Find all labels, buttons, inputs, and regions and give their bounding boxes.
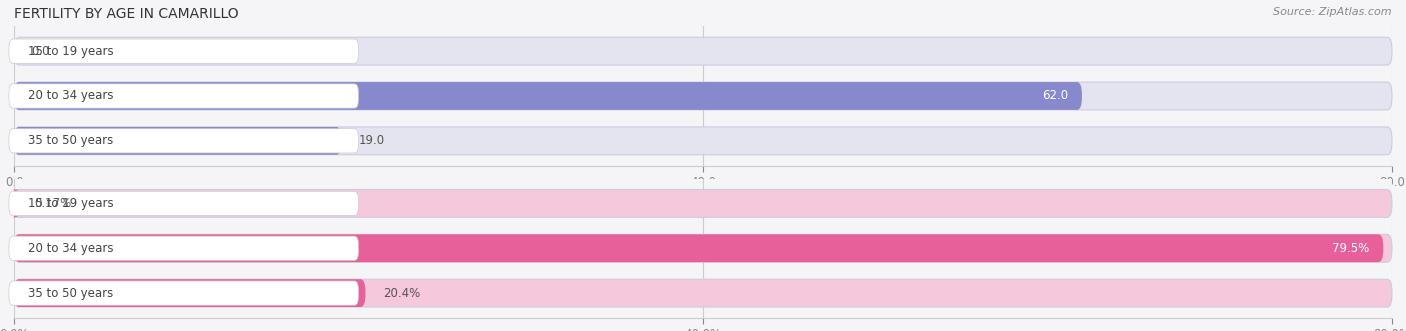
FancyBboxPatch shape bbox=[13, 190, 18, 217]
FancyBboxPatch shape bbox=[14, 37, 1392, 65]
FancyBboxPatch shape bbox=[8, 129, 359, 153]
FancyBboxPatch shape bbox=[14, 127, 1392, 155]
Text: 20 to 34 years: 20 to 34 years bbox=[28, 89, 114, 103]
FancyBboxPatch shape bbox=[14, 279, 1392, 307]
Text: Source: ZipAtlas.com: Source: ZipAtlas.com bbox=[1274, 7, 1392, 17]
Text: 35 to 50 years: 35 to 50 years bbox=[28, 287, 112, 300]
Text: 15 to 19 years: 15 to 19 years bbox=[28, 197, 114, 210]
Text: 0.17%: 0.17% bbox=[34, 197, 72, 210]
FancyBboxPatch shape bbox=[14, 82, 1392, 110]
FancyBboxPatch shape bbox=[14, 234, 1392, 262]
FancyBboxPatch shape bbox=[14, 82, 1083, 110]
Text: 15 to 19 years: 15 to 19 years bbox=[28, 45, 114, 58]
Text: 0.0: 0.0 bbox=[31, 45, 49, 58]
FancyBboxPatch shape bbox=[14, 127, 342, 155]
Text: 19.0: 19.0 bbox=[359, 134, 385, 147]
Text: 35 to 50 years: 35 to 50 years bbox=[28, 134, 112, 147]
FancyBboxPatch shape bbox=[8, 281, 359, 305]
Text: 62.0: 62.0 bbox=[1042, 89, 1069, 103]
Text: 79.5%: 79.5% bbox=[1333, 242, 1369, 255]
FancyBboxPatch shape bbox=[14, 279, 366, 307]
Text: 20 to 34 years: 20 to 34 years bbox=[28, 242, 114, 255]
Text: FERTILITY BY AGE IN CAMARILLO: FERTILITY BY AGE IN CAMARILLO bbox=[14, 7, 239, 21]
FancyBboxPatch shape bbox=[8, 84, 359, 108]
FancyBboxPatch shape bbox=[8, 39, 359, 63]
FancyBboxPatch shape bbox=[14, 234, 1384, 262]
Text: 20.4%: 20.4% bbox=[382, 287, 420, 300]
FancyBboxPatch shape bbox=[8, 191, 359, 215]
FancyBboxPatch shape bbox=[8, 236, 359, 260]
FancyBboxPatch shape bbox=[14, 190, 1392, 217]
